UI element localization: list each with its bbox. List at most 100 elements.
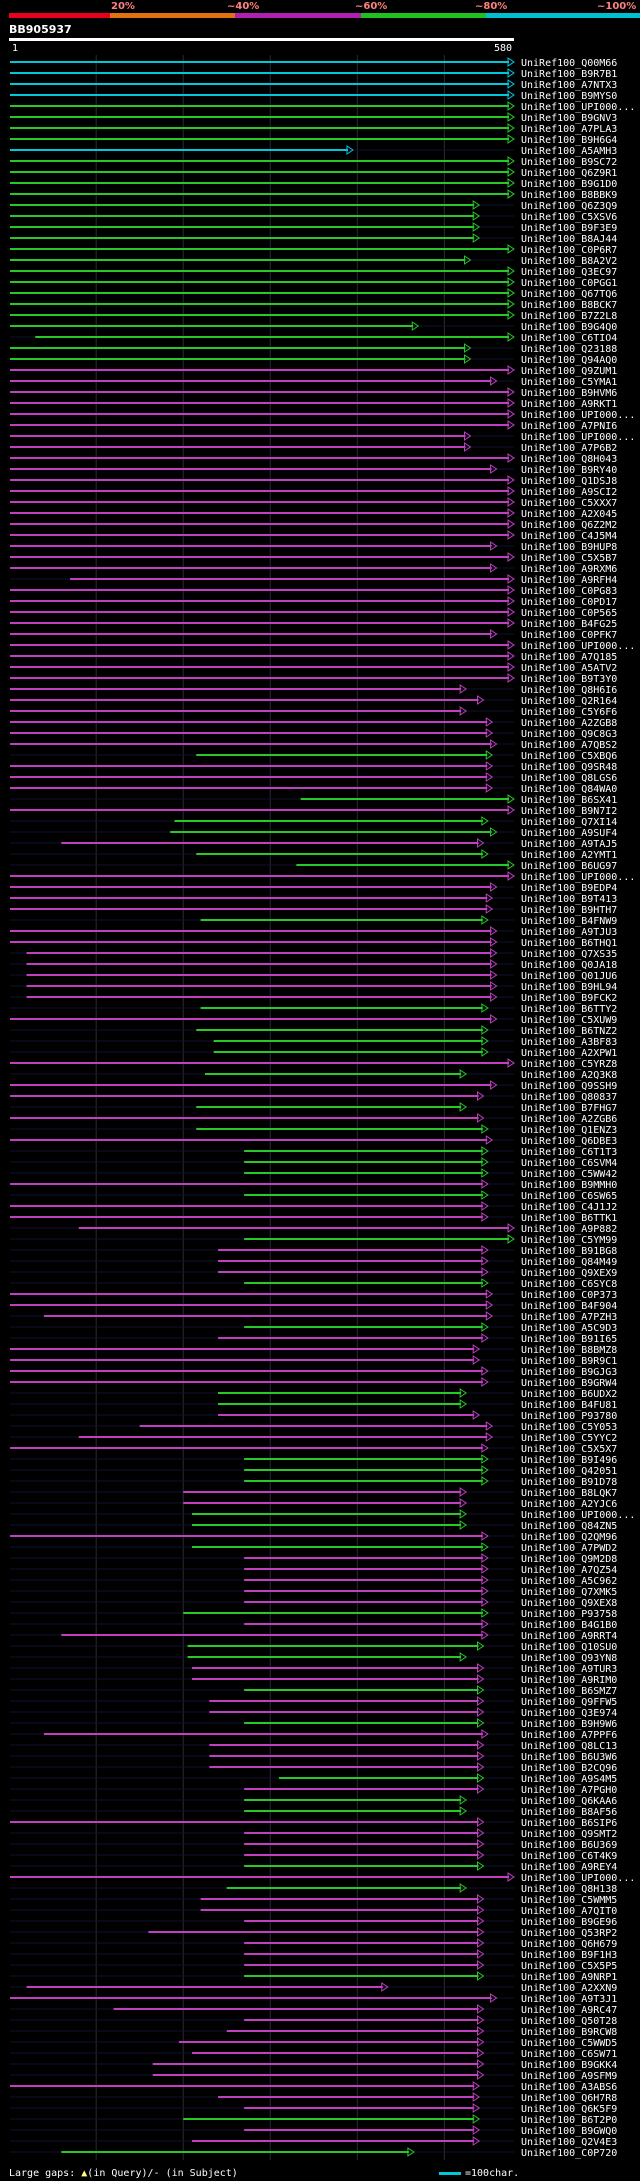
hit-label[interactable]: UniRef100_Q7XI14 [521, 817, 617, 828]
hit-label[interactable]: UniRef100_Q3EC97 [521, 267, 617, 278]
hit-label[interactable]: UniRef100_C4J5M4 [521, 531, 617, 542]
hit-label[interactable]: UniRef100_B7FHG7 [521, 1103, 617, 1114]
hit-label[interactable]: UniRef100_A9REY4 [521, 1862, 617, 1873]
hit-label[interactable]: UniRef100_A2Q3K8 [521, 1070, 617, 1081]
hit-label[interactable]: UniRef100_A9SCI2 [521, 487, 617, 498]
hit-label[interactable]: UniRef100_Q84M49 [521, 1257, 617, 1268]
hit-label[interactable]: UniRef100_B9G1D0 [521, 179, 617, 190]
hit-label[interactable]: UniRef100_Q1DSJ8 [521, 476, 617, 487]
hit-label[interactable]: UniRef100_A2YMT1 [521, 850, 617, 861]
hit-label[interactable]: UniRef100_A7NTX3 [521, 80, 617, 91]
hit-label[interactable]: UniRef100_B9EDP4 [521, 883, 617, 894]
hit-label[interactable]: UniRef100_B6U3W6 [521, 1752, 617, 1763]
hit-label[interactable]: UniRef100_B9GJG3 [521, 1367, 617, 1378]
hit-label[interactable]: UniRef100_A2XPW1 [521, 1048, 617, 1059]
hit-label[interactable]: UniRef100_B6SX41 [521, 795, 617, 806]
hit-label[interactable]: UniRef100_B6U369 [521, 1840, 617, 1851]
hit-label[interactable]: UniRef100_Q8H6I6 [521, 685, 617, 696]
hit-label[interactable]: UniRef100_C6T1T3 [521, 1147, 617, 1158]
hit-label[interactable]: UniRef100_B8A2V2 [521, 256, 617, 267]
hit-label[interactable]: UniRef100_Q9ZUM1 [521, 366, 617, 377]
hit-label[interactable]: UniRef100_A5ATV2 [521, 663, 617, 674]
hit-label[interactable]: UniRef100_C5YRZ8 [521, 1059, 617, 1070]
hit-label[interactable]: UniRef100_B6SIP6 [521, 1818, 617, 1829]
hit-label[interactable]: UniRef100_B4FG25 [521, 619, 617, 630]
hit-label[interactable]: UniRef100_Q9C8G3 [521, 729, 617, 740]
hit-label[interactable]: UniRef100_A7PLA3 [521, 124, 617, 135]
hit-label[interactable]: UniRef100_A7PPF6 [521, 1730, 617, 1741]
hit-label[interactable]: UniRef100_B6SMZ7 [521, 1686, 617, 1697]
hit-label[interactable]: UniRef100_Q3E974 [521, 1708, 617, 1719]
hit-label[interactable]: UniRef100_B9FCK2 [521, 993, 617, 1004]
hit-label[interactable]: UniRef100_Q7XS35 [521, 949, 617, 960]
hit-label[interactable]: UniRef100_A7PWD2 [521, 1543, 617, 1554]
hit-label[interactable]: UniRef100_A5AMH3 [521, 146, 617, 157]
hit-label[interactable]: UniRef100_Q9XEX8 [521, 1598, 617, 1609]
hit-label[interactable]: UniRef100_A7Q185 [521, 652, 617, 663]
hit-label[interactable]: UniRef100_A2X045 [521, 509, 617, 520]
hit-label[interactable]: UniRef100_A7PNI6 [521, 421, 617, 432]
hit-label[interactable]: UniRef100_A5C9D3 [521, 1323, 617, 1334]
hit-label[interactable]: UniRef100_A9RC47 [521, 2005, 617, 2016]
hit-label[interactable]: UniRef100_C5XUW9 [521, 1015, 617, 1026]
hit-label[interactable]: UniRef100_A9NRP1 [521, 1972, 617, 1983]
hit-label[interactable]: UniRef100_Q6K5F9 [521, 2104, 617, 2115]
hit-label[interactable]: UniRef100_C5WW42 [521, 1169, 617, 1180]
hit-label[interactable]: UniRef100_A9SUF4 [521, 828, 617, 839]
hit-label[interactable]: UniRef100_Q6Z3Q9 [521, 201, 617, 212]
hit-label[interactable]: UniRef100_C5WMM5 [521, 1895, 617, 1906]
hit-label[interactable]: UniRef100_C0P6R7 [521, 245, 617, 256]
hit-label[interactable]: UniRef100_Q53RP2 [521, 1928, 617, 1939]
hit-label[interactable]: UniRef100_C5XBQ6 [521, 751, 617, 762]
hit-label[interactable]: UniRef100_B9GRW4 [521, 1378, 617, 1389]
hit-label[interactable]: UniRef100_B9HL94 [521, 982, 617, 993]
hit-label[interactable]: UniRef100_A9RRT4 [521, 1631, 617, 1642]
hit-label[interactable]: UniRef100_B9H6G4 [521, 135, 617, 146]
hit-label[interactable]: UniRef100_B9N7I2 [521, 806, 617, 817]
hit-label[interactable]: UniRef100_C5Y053 [521, 1422, 617, 1433]
hit-label[interactable]: UniRef100_UPI000... [521, 432, 635, 443]
hit-label[interactable]: UniRef100_B9HVM6 [521, 388, 617, 399]
hit-label[interactable]: UniRef100_B6TTK1 [521, 1213, 617, 1224]
hit-label[interactable]: UniRef100_B9T3Y0 [521, 674, 617, 685]
hit-label[interactable]: UniRef100_A7QIT0 [521, 1906, 617, 1917]
hit-label[interactable]: UniRef100_B7Z2L8 [521, 311, 617, 322]
hit-label[interactable]: UniRef100_A9TAJ5 [521, 839, 617, 850]
hit-label[interactable]: UniRef100_C5YMA1 [521, 377, 617, 388]
hit-label[interactable]: UniRef100_C6SYC8 [521, 1279, 617, 1290]
hit-label[interactable]: UniRef100_A9RXM6 [521, 564, 617, 575]
hit-label[interactable]: UniRef100_A3ABS6 [521, 2082, 617, 2093]
hit-label[interactable]: UniRef100_Q9SMT2 [521, 1829, 617, 1840]
hit-label[interactable]: UniRef100_B9RY40 [521, 465, 617, 476]
hit-label[interactable]: UniRef100_B8LQK7 [521, 1488, 617, 1499]
hit-label[interactable]: UniRef100_Q9FFW5 [521, 1697, 617, 1708]
hit-label[interactable]: UniRef100_A9RFH4 [521, 575, 617, 586]
hit-label[interactable]: UniRef100_B9GWQ0 [521, 2126, 617, 2137]
hit-label[interactable]: UniRef100_B4FNW9 [521, 916, 617, 927]
hit-label[interactable]: UniRef100_Q2QM96 [521, 1532, 617, 1543]
hit-label[interactable]: UniRef100_P93780 [521, 1411, 617, 1422]
hit-label[interactable]: UniRef100_C0P720 [521, 2148, 617, 2159]
hit-label[interactable]: UniRef100_B8AJ44 [521, 234, 617, 245]
hit-label[interactable]: UniRef100_A9TUR3 [521, 1664, 617, 1675]
hit-label[interactable]: UniRef100_B9HTH7 [521, 905, 617, 916]
hit-label[interactable]: UniRef100_C0PG83 [521, 586, 617, 597]
hit-label[interactable]: UniRef100_Q1ENZ3 [521, 1125, 617, 1136]
hit-label[interactable]: UniRef100_UPI000... [521, 102, 635, 113]
hit-label[interactable]: UniRef100_A2ZGB6 [521, 1114, 617, 1125]
hit-label[interactable]: UniRef100_C5Y6F6 [521, 707, 617, 718]
hit-label[interactable]: UniRef100_C0PGG1 [521, 278, 617, 289]
hit-label[interactable]: UniRef100_P93758 [521, 1609, 617, 1620]
hit-label[interactable]: UniRef100_B9H9W6 [521, 1719, 617, 1730]
hit-label[interactable]: UniRef100_B9MYS0 [521, 91, 617, 102]
hit-label[interactable]: UniRef100_Q8LGS6 [521, 773, 617, 784]
hit-label[interactable]: UniRef100_B9GNV3 [521, 113, 617, 124]
hit-label[interactable]: UniRef100_Q0JA18 [521, 960, 617, 971]
hit-label[interactable]: UniRef100_Q80837 [521, 1092, 617, 1103]
hit-label[interactable]: UniRef100_B6THQ1 [521, 938, 617, 949]
hit-label[interactable]: UniRef100_B8AF56 [521, 1807, 617, 1818]
hit-label[interactable]: UniRef100_Q9SSH9 [521, 1081, 617, 1092]
hit-label[interactable]: UniRef100_Q42051 [521, 1466, 617, 1477]
hit-label[interactable]: UniRef100_A2YJC6 [521, 1499, 617, 1510]
hit-label[interactable]: UniRef100_UPI000... [521, 1873, 635, 1884]
